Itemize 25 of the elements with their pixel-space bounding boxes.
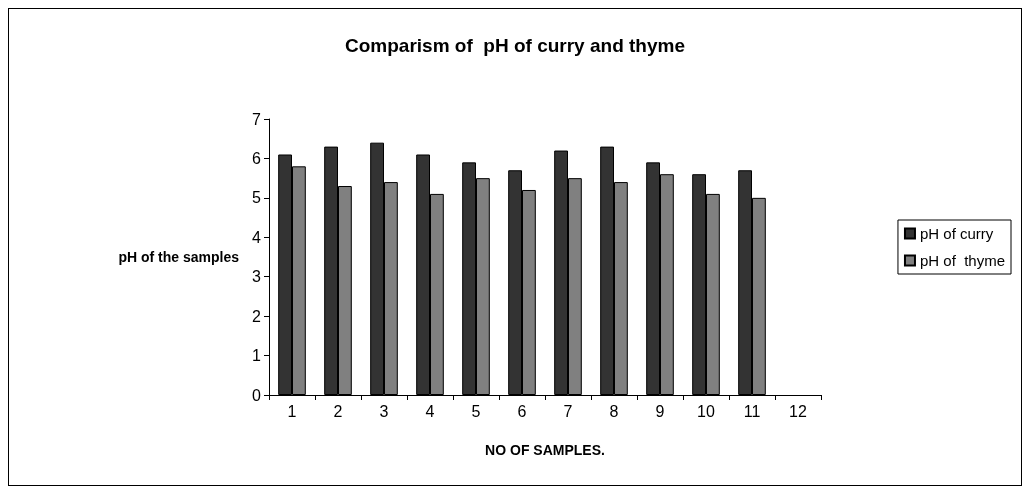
x-tick-label: 8 — [609, 402, 619, 420]
x-tick-label: 6 — [517, 402, 527, 420]
y-tick-label: 7 — [252, 110, 262, 128]
y-tick-label: 1 — [252, 347, 262, 365]
y-tick-label: 0 — [252, 386, 262, 404]
x-tick-label: 4 — [425, 402, 435, 420]
x-tick-label: 7 — [563, 402, 573, 420]
x-tick-label: 3 — [379, 402, 389, 420]
x-axis-title: NO OF SAMPLES. — [485, 442, 605, 458]
x-tick-label: 5 — [471, 402, 481, 420]
y-tick-label: 5 — [252, 189, 262, 207]
x-tick-label: 11 — [743, 402, 761, 420]
y-tick-label: 4 — [252, 228, 262, 246]
y-axis-title: pH of the samples — [118, 249, 240, 265]
legend-label: pH of curry — [919, 225, 994, 242]
y-tick-label: 6 — [252, 149, 262, 167]
y-tick-label: 2 — [252, 307, 262, 325]
legend-label: pH of thyme — [919, 252, 1006, 269]
y-tick-label: 3 — [252, 268, 262, 286]
x-tick-label: 12 — [789, 402, 807, 420]
x-tick-label: 10 — [697, 402, 715, 420]
x-tick-label: 9 — [655, 402, 665, 420]
chart-title: Comparism of pH of curry and thyme — [345, 35, 685, 56]
x-tick-label: 1 — [287, 402, 297, 420]
x-tick-label: 2 — [333, 402, 343, 420]
